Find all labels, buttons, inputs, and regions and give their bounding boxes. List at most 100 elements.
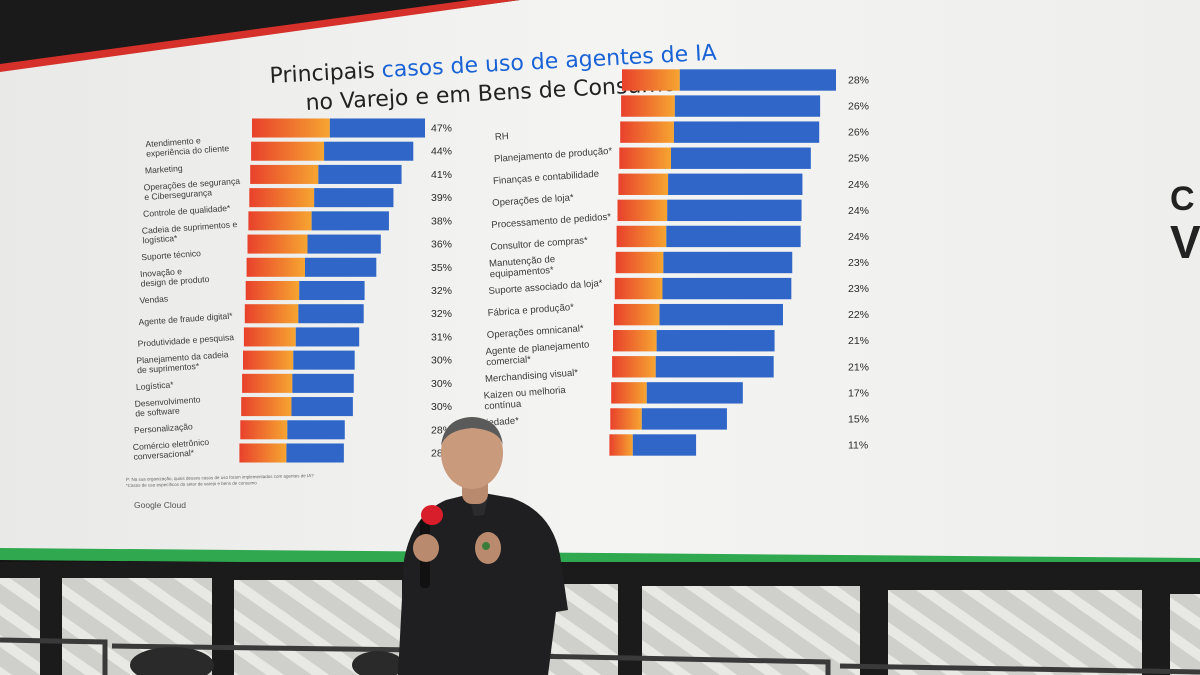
category-label-2: RH xyxy=(495,131,510,143)
value-label-9: 23% xyxy=(848,283,869,295)
bar-blue-12 xyxy=(292,373,354,393)
bar-orange-13 xyxy=(241,397,292,417)
bar-blue-10 xyxy=(295,327,360,347)
bar-blue-10 xyxy=(659,303,783,326)
bar-orange-11 xyxy=(613,330,657,352)
bar-orange-6 xyxy=(617,199,668,222)
bar-blue-2 xyxy=(674,95,821,117)
bar-blue-14 xyxy=(641,408,727,430)
category-label-12: Logística* xyxy=(136,379,175,392)
footnote-asterisk: *Casos de uso específicos do setor de va… xyxy=(126,480,257,488)
value-label-12: 21% xyxy=(848,361,869,373)
bar-orange-1 xyxy=(252,118,330,138)
value-label-9: 32% xyxy=(431,308,452,320)
value-label-6: 36% xyxy=(431,239,452,251)
value-label-10: 22% xyxy=(848,309,869,321)
bar-orange-4 xyxy=(249,188,315,208)
stage-panel xyxy=(888,590,1142,675)
value-label-2: 44% xyxy=(431,146,452,158)
bar-blue-7 xyxy=(304,257,377,277)
value-label-15: 11% xyxy=(848,440,868,452)
category-label-2: Marketing xyxy=(145,163,184,176)
footnote-question: P: Na sua organização, quais desses caso… xyxy=(126,473,314,482)
bar-orange-11 xyxy=(243,350,294,370)
stage-panel xyxy=(1170,594,1200,675)
category-label-15: Comércio eletrônicoconversacional* xyxy=(133,437,211,462)
value-label-13: 30% xyxy=(431,401,452,413)
bar-orange-5 xyxy=(618,173,669,195)
bar-blue-5 xyxy=(311,211,389,231)
red-top-strip xyxy=(0,0,520,72)
value-label-11: 21% xyxy=(848,335,869,347)
bar-orange-14 xyxy=(610,408,642,430)
bar-orange-7 xyxy=(246,257,305,277)
bar-blue-11 xyxy=(293,350,355,370)
bar-blue-9 xyxy=(298,304,364,324)
value-label-7: 35% xyxy=(431,262,452,274)
bar-blue-1 xyxy=(329,118,425,138)
bar-orange-7 xyxy=(616,225,667,248)
bar-blue-4 xyxy=(671,147,811,169)
value-label-4: 25% xyxy=(848,153,869,165)
bar-blue-2 xyxy=(324,141,414,161)
value-label-5: 24% xyxy=(848,179,869,191)
bar-orange-15 xyxy=(239,443,287,463)
value-label-13: 17% xyxy=(848,387,869,399)
value-label-10: 31% xyxy=(431,331,452,343)
value-label-11: 30% xyxy=(431,355,452,367)
bar-blue-6 xyxy=(307,234,381,254)
chart-left: 47%44%41%39%38%36%35%32%32%31%30%30%30%2… xyxy=(133,118,452,463)
bar-orange-3 xyxy=(620,121,674,143)
bar-orange-10 xyxy=(613,303,660,326)
value-label-12: 30% xyxy=(431,378,452,390)
category-label-8: Manutenção deequipamentos* xyxy=(489,254,556,280)
bar-orange-4 xyxy=(619,147,672,169)
bar-orange-8 xyxy=(615,251,664,274)
bar-blue-9 xyxy=(662,277,792,300)
bar-blue-14 xyxy=(287,420,345,440)
category-label-7: Inovação edesign de produto xyxy=(140,264,210,288)
category-label-8: Vendas xyxy=(139,294,168,306)
bar-blue-3 xyxy=(318,164,402,184)
bar-blue-4 xyxy=(314,188,394,208)
value-label-3: 26% xyxy=(848,127,869,139)
value-label-2: 26% xyxy=(848,101,869,113)
value-label-8: 23% xyxy=(848,257,869,269)
bar-blue-5 xyxy=(668,173,803,195)
value-label-8: 32% xyxy=(431,285,452,297)
bar-blue-8 xyxy=(299,280,365,301)
bar-orange-3 xyxy=(250,164,319,184)
bar-orange-15 xyxy=(609,434,633,456)
bar-blue-8 xyxy=(663,251,793,274)
bar-orange-5 xyxy=(248,211,312,231)
category-label-6: Suporte técnico xyxy=(141,248,201,262)
bar-blue-13 xyxy=(646,382,743,404)
value-label-4: 39% xyxy=(431,192,452,204)
bar-blue-7 xyxy=(666,225,801,248)
value-label-5: 38% xyxy=(431,215,452,227)
bar-orange-2 xyxy=(251,141,325,161)
bar-blue-15 xyxy=(286,443,344,463)
value-label-1: 28% xyxy=(848,75,869,87)
side-text-2: V xyxy=(1170,216,1200,268)
bar-blue-12 xyxy=(655,356,774,378)
audience-head xyxy=(130,647,214,675)
bar-blue-3 xyxy=(673,121,820,143)
speaker-head xyxy=(441,417,503,489)
stage-panel xyxy=(0,578,40,675)
value-label-3: 41% xyxy=(431,169,452,181)
bar-blue-6 xyxy=(667,199,802,222)
bar-orange-8 xyxy=(245,280,300,301)
bar-orange-10 xyxy=(243,327,296,347)
bar-orange-9 xyxy=(614,277,663,300)
value-label-14: 15% xyxy=(848,413,869,425)
bar-orange-6 xyxy=(247,234,308,254)
bar-blue-15 xyxy=(632,434,697,456)
side-text-1: C xyxy=(1170,180,1195,218)
bar-orange-9 xyxy=(244,304,299,324)
bar-orange-2 xyxy=(621,95,675,117)
bar-blue-13 xyxy=(291,397,353,417)
bar-orange-1 xyxy=(622,69,680,91)
